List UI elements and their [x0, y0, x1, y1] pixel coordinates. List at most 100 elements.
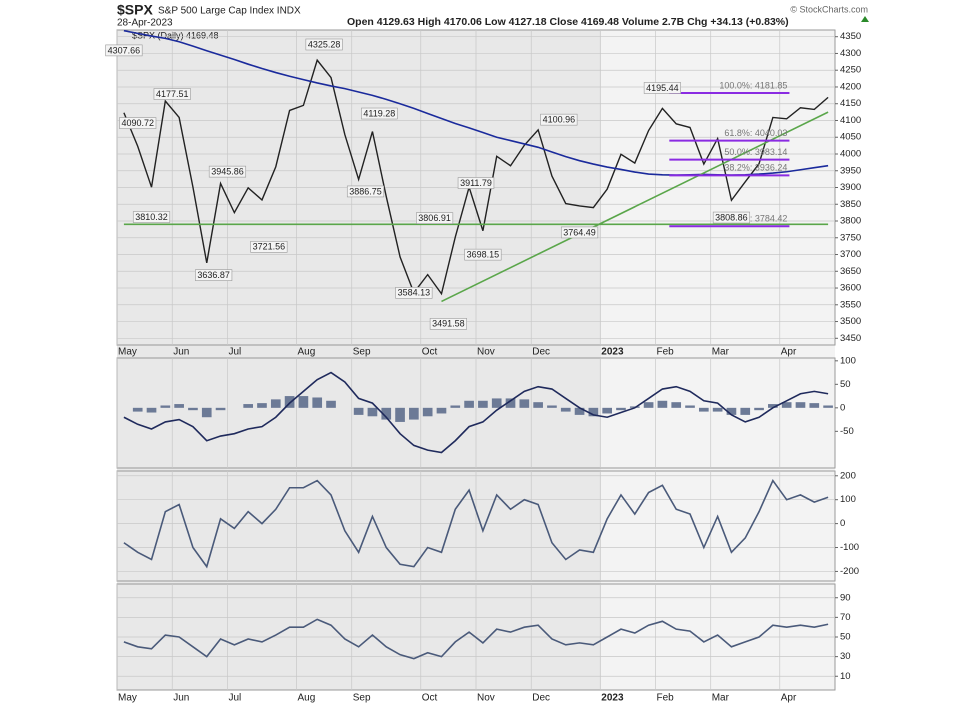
y-tick-label: 0: [840, 402, 845, 413]
series-line: [123, 58, 829, 296]
annotation-box: [712, 211, 751, 224]
credit: © StockCharts.com: [790, 4, 868, 14]
annotation-box: [643, 82, 681, 94]
histogram-bar: [616, 407, 626, 411]
y-tick-label: 90: [840, 592, 851, 603]
x-tick-label: Oct: [422, 347, 438, 358]
series-line: [123, 371, 829, 454]
annotation-label: 4325.28: [308, 39, 341, 49]
x-tick-label: 2023: [601, 347, 624, 358]
x-tick-label: Feb: [657, 693, 675, 704]
fib-label: 61.8%: 4040.03: [724, 128, 787, 138]
series-line: [123, 618, 829, 660]
x-tick-label: May: [118, 347, 137, 358]
histogram-bar: [505, 398, 516, 408]
y-tick-label: 3950: [840, 165, 861, 176]
histogram-bar: [353, 407, 364, 415]
y-tick-label: -200: [840, 566, 859, 577]
x-tick-label: Dec: [532, 347, 550, 358]
histogram-bar: [326, 400, 336, 408]
annotation-label: 3584.13: [398, 288, 431, 298]
fib-label: 100.0%: 4181.85: [719, 80, 787, 90]
histogram-bar: [685, 405, 695, 408]
histogram-bar: [243, 404, 254, 408]
histogram-bar: [491, 398, 502, 408]
annotation-label: 3808.86: [715, 212, 748, 222]
annotation-box: [346, 185, 385, 198]
fib-label: 50.0%: 3983.14: [724, 147, 787, 157]
y-tick-label: 4350: [840, 31, 861, 42]
annotation-box: [540, 113, 578, 126]
y-tick-label: 10: [840, 671, 851, 682]
histogram-bar: [257, 403, 267, 408]
annotation-label: 4195.44: [646, 83, 679, 93]
annotation-box: [119, 117, 157, 129]
histogram-bar: [270, 399, 281, 408]
annotation-box: [429, 318, 467, 330]
y-tick-label: 3650: [840, 266, 861, 277]
x-tick-label: Jun: [173, 693, 189, 704]
annotation-label: 4307.66: [108, 45, 141, 55]
x-tick-label: Aug: [298, 347, 316, 358]
annotation-label: 3911.79: [460, 178, 492, 188]
histogram-bar: [574, 407, 585, 415]
fib-label: 38.2%: 3936.24: [724, 163, 787, 173]
histogram-bar: [809, 403, 820, 408]
date: 28-Apr-2023: [117, 18, 173, 29]
x-tick-label: Jul: [228, 347, 241, 358]
y-tick-label: 50: [840, 632, 851, 643]
y-tick-label: 200: [840, 470, 856, 481]
y-tick-label: 4100: [840, 115, 861, 126]
histogram-bar: [284, 396, 295, 408]
trendline: [441, 111, 829, 303]
histogram-bar: [547, 405, 557, 408]
x-tick-label: 2023: [601, 693, 624, 704]
histogram-bar: [436, 407, 447, 414]
histogram-bar: [409, 407, 419, 420]
annotation-box: [105, 44, 143, 57]
histogram-bar: [174, 404, 184, 408]
y-tick-label: 0: [840, 518, 845, 529]
histogram-bar: [201, 407, 212, 418]
legend: $SPX (Daily) 4169.48: [132, 30, 219, 40]
histogram-bar: [478, 400, 488, 408]
histogram-bar: [643, 402, 654, 408]
histogram-bar: [215, 407, 226, 411]
histogram-bar: [712, 407, 723, 412]
annotation-label: 4177.51: [156, 89, 189, 99]
index-name: S&P 500 Large Cap Index INDX: [158, 6, 301, 17]
annotation-box: [195, 269, 233, 281]
y-tick-label: 3600: [840, 283, 861, 294]
histogram-bar: [188, 407, 198, 411]
annotation-label: 3721.56: [253, 242, 286, 252]
histogram-bar: [146, 407, 157, 413]
y-tick-label: 4200: [840, 81, 861, 92]
histogram-bar: [367, 407, 378, 417]
y-tick-label: 100: [840, 355, 856, 366]
annotation-box: [250, 240, 288, 253]
histogram-bar: [698, 407, 709, 412]
annotation-label: 3698.15: [467, 250, 500, 260]
histogram-bar: [533, 402, 543, 408]
annotation-box: [208, 165, 247, 178]
x-tick-label: Apr: [781, 347, 797, 358]
y-tick-label: 3850: [840, 199, 861, 210]
y-tick-label: 3900: [840, 182, 861, 193]
y-tick-label: 4300: [840, 48, 861, 59]
y-tick-label: 3700: [840, 249, 861, 260]
annotation-label: 3806.91: [418, 213, 451, 223]
histogram-bar: [381, 407, 392, 420]
annotation-box: [560, 226, 599, 239]
histogram-bar: [781, 402, 792, 408]
annotation-label: 3491.58: [432, 319, 465, 329]
y-tick-label: 4050: [840, 132, 861, 143]
histogram-bar: [312, 397, 323, 408]
annotation-box: [464, 248, 502, 261]
histogram-bar: [671, 402, 682, 408]
y-tick-label: 4250: [840, 65, 861, 76]
histogram-bar: [657, 400, 668, 408]
x-tick-label: May: [118, 693, 137, 704]
shade-2023: [601, 30, 835, 690]
annotation-box: [153, 88, 191, 100]
